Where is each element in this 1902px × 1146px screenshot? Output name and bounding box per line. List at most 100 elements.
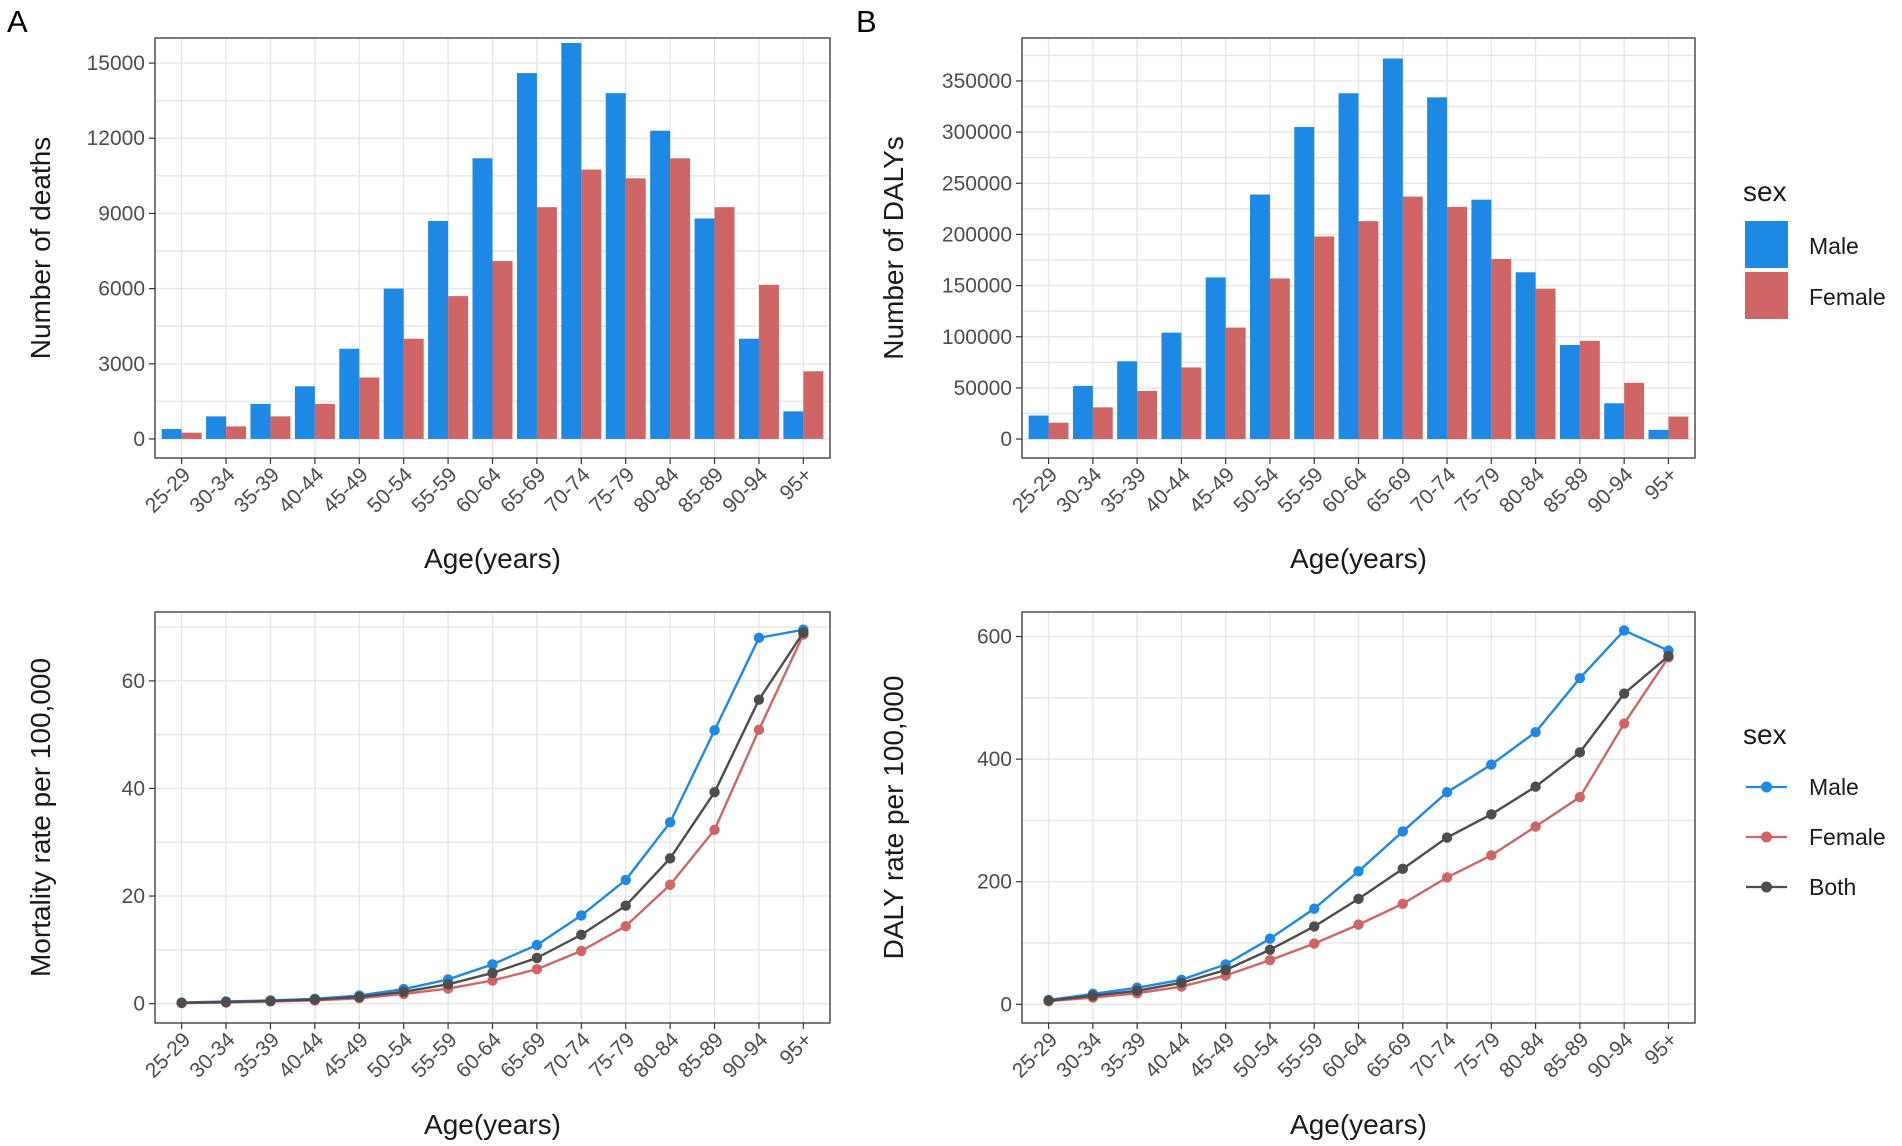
x-tick-label: 45-49: [1185, 463, 1239, 517]
x-tick-label: 90-94: [1583, 1028, 1637, 1082]
bar-female-45-49: [359, 377, 380, 439]
point-male-70-74: [1441, 787, 1453, 798]
point-female-55-59: [1309, 938, 1320, 949]
bar-female-30-34: [1092, 407, 1113, 440]
point-male-60-64: [1353, 866, 1364, 877]
bar-male-75-79: [605, 93, 626, 439]
bar-male-55-59: [428, 220, 449, 439]
point-both-25-29: [176, 997, 187, 1009]
y-tick-label: 0: [1000, 428, 1012, 451]
bar-male-75-79: [1471, 199, 1492, 440]
bar-male-70-74: [561, 43, 582, 439]
legend-key-male: [1745, 221, 1788, 268]
x-tick-label: 75-79: [1451, 463, 1505, 517]
bar-female-25-29: [1048, 422, 1069, 440]
point-female-70-74: [576, 945, 587, 957]
bar-male-30-34: [206, 416, 227, 439]
point-female-80-84: [1530, 821, 1541, 832]
legend-label-both: Both: [1809, 874, 1856, 900]
y-tick-label: 250000: [942, 172, 1012, 195]
point-both-35-39: [1131, 985, 1143, 997]
point-female-75-79: [1486, 850, 1497, 861]
x-tick-label: 85-89: [1539, 463, 1593, 517]
point-female-90-94: [753, 724, 765, 736]
legend-label-male: Male: [1809, 233, 1859, 259]
bar-female-35-39: [1137, 390, 1158, 440]
bar-female-55-59: [1314, 236, 1335, 440]
x-tick-label: 35-39: [1096, 1028, 1150, 1082]
point-female-60-64: [487, 975, 498, 986]
point-both-95: [798, 627, 809, 638]
y-tick-label: 6000: [98, 278, 145, 301]
x-tick-label: 65-69: [496, 1028, 550, 1082]
x-tick-label: 35-39: [230, 463, 284, 517]
bar-female-70-74: [581, 169, 602, 439]
x-tick-label: 70-74: [1406, 1028, 1460, 1082]
x-axis-title: Age(years): [424, 543, 561, 574]
bar-female-90-94: [1624, 382, 1645, 440]
y-tick-label: 100000: [942, 326, 1012, 349]
bar-female-60-64: [492, 261, 513, 439]
x-axis-title: Age(years): [1290, 543, 1427, 574]
x-axis-title: Age(years): [1290, 1109, 1427, 1140]
x-tick-label: 80-84: [1495, 463, 1549, 517]
y-axis-title: Number of deaths: [25, 137, 56, 360]
point-female-85-89: [1574, 791, 1586, 803]
point-both-40-44: [309, 994, 321, 1005]
bar-female-95: [1668, 416, 1689, 440]
x-tick-label: 45-49: [319, 463, 373, 517]
x-tick-label: 85-89: [674, 1028, 728, 1082]
bar-female-80-84: [1535, 288, 1556, 440]
bar-male-55-59: [1294, 127, 1315, 440]
point-male-80-84: [664, 817, 676, 828]
legend-key-female: [1745, 272, 1788, 319]
x-tick-label: 75-79: [585, 463, 639, 517]
x-tick-label: 50-54: [1229, 463, 1283, 517]
bar-male-85-89: [694, 218, 715, 439]
y-tick-label: 200: [977, 871, 1012, 894]
point-both-80-84: [1530, 781, 1541, 792]
bar-female-75-79: [625, 178, 646, 439]
bar-series: [161, 43, 824, 439]
y-tick-label: 60: [122, 670, 145, 693]
bar-male-25-29: [1028, 415, 1049, 440]
y-tick-label: 0: [133, 993, 145, 1016]
legend-label-male: Male: [1809, 774, 1859, 800]
y-axis-title: Number of DALYs: [878, 136, 909, 360]
x-tick-label: 75-79: [585, 1028, 639, 1082]
x-tick-label: 70-74: [541, 463, 595, 517]
bar-female-35-39: [270, 416, 291, 439]
bar-female-50-54: [403, 338, 424, 439]
x-tick-label: 35-39: [230, 1028, 284, 1082]
bar-male-95: [783, 411, 804, 439]
bar-male-45-49: [339, 348, 360, 439]
point-both-50-54: [1264, 944, 1276, 955]
panel-number-of-dalys: 0 50000 100000 150000 200000 250000 300000 3500…: [878, 37, 1696, 574]
point-both-60-64: [1353, 893, 1364, 905]
point-both-55-59: [442, 979, 454, 990]
x-tick-label: 75-79: [1451, 1028, 1505, 1082]
x-tick-label: 35-39: [1096, 463, 1150, 517]
bar-female-70-74: [1447, 206, 1467, 440]
x-tick-label: 60-64: [1318, 1028, 1372, 1082]
legend-key-male: [1746, 781, 1787, 793]
x-tick-label: 60-64: [452, 463, 506, 517]
bar-female-80-84: [670, 158, 691, 439]
x-tick-label: 80-84: [629, 463, 683, 517]
y-tick-label: 15000: [87, 52, 145, 75]
x-tick-label: 65-69: [1362, 463, 1416, 517]
panel-label-b: B: [856, 4, 877, 39]
point-both-75-79: [1486, 809, 1497, 820]
x-tick-label: 30-34: [185, 463, 239, 517]
x-tick-label: 55-59: [407, 463, 461, 517]
point-both-30-34: [1087, 990, 1099, 1001]
bar-male-65-69: [1382, 58, 1403, 440]
bar-female-95: [803, 371, 824, 439]
point-male-75-79: [1486, 759, 1497, 770]
bar-female-85-89: [714, 207, 735, 439]
legend-dot-male: [1761, 781, 1772, 793]
bar-female-30-34: [226, 426, 247, 439]
bar-male-40-44: [1161, 332, 1182, 440]
point-both-40-44: [1176, 977, 1187, 989]
y-tick-label: 600: [977, 626, 1012, 649]
